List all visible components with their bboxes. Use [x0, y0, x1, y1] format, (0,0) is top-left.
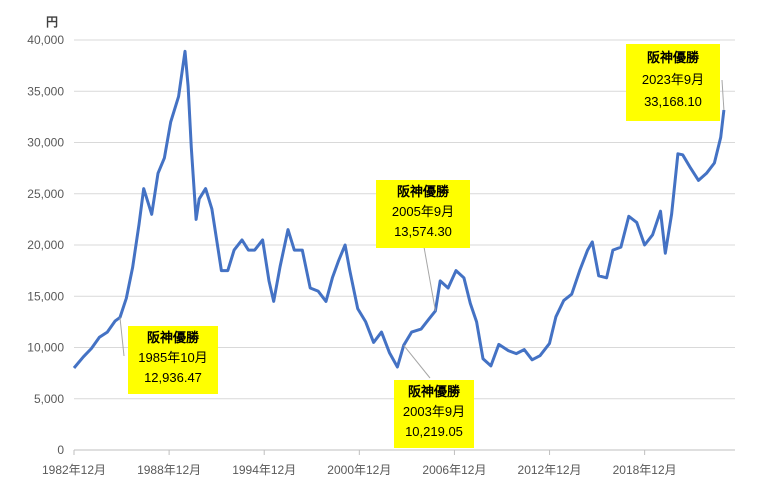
y-tick-label: 20,000 [27, 238, 64, 252]
y-tick-label: 25,000 [27, 187, 64, 201]
callout-leader-lines [119, 79, 725, 379]
y-tick-label: 15,000 [27, 289, 64, 303]
callout-2023: 阪神優勝 2023年9月 33,168.10 [626, 44, 720, 121]
y-axis-ticks: 0 5,000 10,000 15,000 20,000 25,000 30,000 35,0… [27, 33, 64, 457]
callout-value: 33,168.10 [644, 94, 702, 109]
callout-title: 阪神優勝 [646, 50, 699, 65]
x-tick-label: 2000年12月 [327, 463, 391, 477]
x-tick-label: 1982年12月 [42, 463, 106, 477]
callout-date: 2003年9月 [402, 404, 466, 419]
x-tick-label: 1994年12月 [232, 463, 296, 477]
callout-leader-line [721, 79, 725, 111]
callout-title: 阪神優勝 [407, 384, 460, 399]
y-tick-label: 10,000 [27, 341, 64, 355]
x-axis-ticks: 1982年12月 1988年12月 1994年12月 2000年12月 2006年12月… [42, 450, 677, 477]
y-tick-label: 30,000 [27, 136, 64, 150]
callout-leader-line [119, 317, 125, 357]
callout-leader-line [423, 246, 436, 311]
y-tick-label: 40,000 [27, 33, 64, 47]
x-tick-label: 2012年12月 [518, 463, 582, 477]
callout-2003: 阪神優勝 2003年9月 10,219.05 [394, 380, 474, 448]
callout-value: 12,936.47 [144, 370, 202, 385]
y-tick-label: 35,000 [27, 84, 64, 98]
x-tick-label: 2018年12月 [613, 463, 677, 477]
callout-value: 13,574.30 [394, 224, 452, 239]
callout-leader-line [403, 344, 431, 379]
callout-date: 2023年9月 [641, 72, 705, 87]
series-line [72, 49, 726, 369]
callout-2005: 阪神優勝 2005年9月 13,574.30 [376, 180, 470, 248]
x-tick-label: 1988年12月 [137, 463, 201, 477]
y-tick-label: 5,000 [34, 392, 64, 406]
x-tick-label: 2006年12月 [422, 463, 486, 477]
y-axis-unit-label: 円 [46, 15, 58, 29]
callout-date: 1985年10月 [138, 350, 208, 365]
callout-1985: 阪神優勝 1985年10月 12,936.47 [128, 326, 218, 394]
callout-title: 阪神優勝 [396, 184, 449, 199]
callout-date: 2005年9月 [391, 204, 455, 219]
y-tick-label: 0 [57, 443, 64, 457]
callout-title: 阪神優勝 [146, 330, 199, 345]
callout-value: 10,219.05 [405, 424, 463, 439]
